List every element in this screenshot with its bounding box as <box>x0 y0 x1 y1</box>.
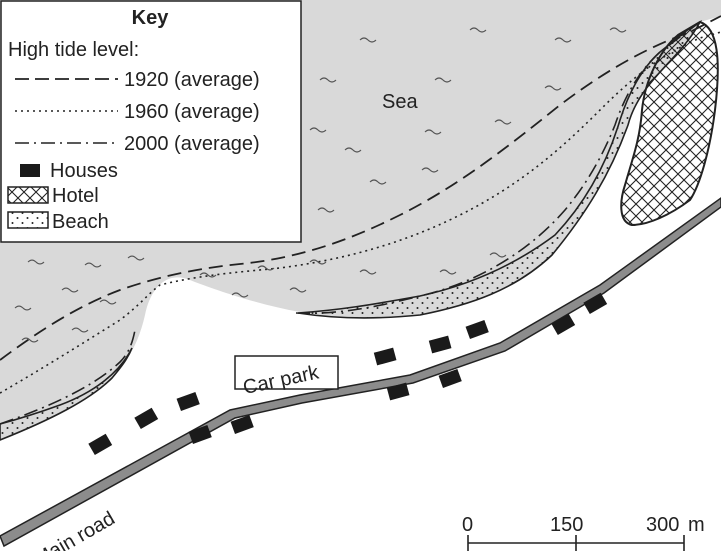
key-2000-label: 2000 (average) <box>124 133 260 155</box>
car-park[interactable] <box>234 355 339 390</box>
house <box>230 414 254 434</box>
wave-marks <box>14 27 627 343</box>
house <box>88 433 113 456</box>
key-hotel-label: Hotel <box>52 185 99 207</box>
key-hotel-symbol <box>7 186 49 204</box>
tide-line-1920 <box>0 15 721 361</box>
key-subtitle: High tide level: <box>8 39 139 61</box>
scale-bar <box>467 535 685 551</box>
key-beach-label: Beach <box>52 211 109 233</box>
tide-line-2000 <box>0 21 701 425</box>
house <box>373 347 397 366</box>
house <box>134 407 159 430</box>
houses <box>88 292 608 456</box>
house <box>583 292 608 315</box>
key-1920-label: 1920 (average) <box>124 69 260 91</box>
tide-line-1960 <box>0 31 721 394</box>
house <box>551 313 576 336</box>
scale-tick-150: 150 <box>550 514 583 536</box>
scale-unit: m <box>688 514 705 536</box>
sea-label: Sea <box>382 91 418 113</box>
key-beach-symbol <box>7 211 49 229</box>
house <box>386 382 410 401</box>
scale-tick-0: 0 <box>462 514 473 536</box>
scale-tick-300: 300 <box>646 514 679 536</box>
house <box>188 424 212 444</box>
key-title: Key <box>132 7 170 29</box>
house <box>428 335 452 354</box>
hotel <box>620 20 719 227</box>
key-houses-label: Houses <box>50 160 118 182</box>
house <box>438 368 462 388</box>
key-houses-symbol <box>20 164 40 177</box>
house <box>176 391 200 411</box>
house <box>465 319 489 339</box>
map-key: Key High tide level: 1920 (average) 1960… <box>0 0 302 243</box>
beach-west <box>0 347 133 441</box>
key-1960-label: 1960 (average) <box>124 101 260 123</box>
